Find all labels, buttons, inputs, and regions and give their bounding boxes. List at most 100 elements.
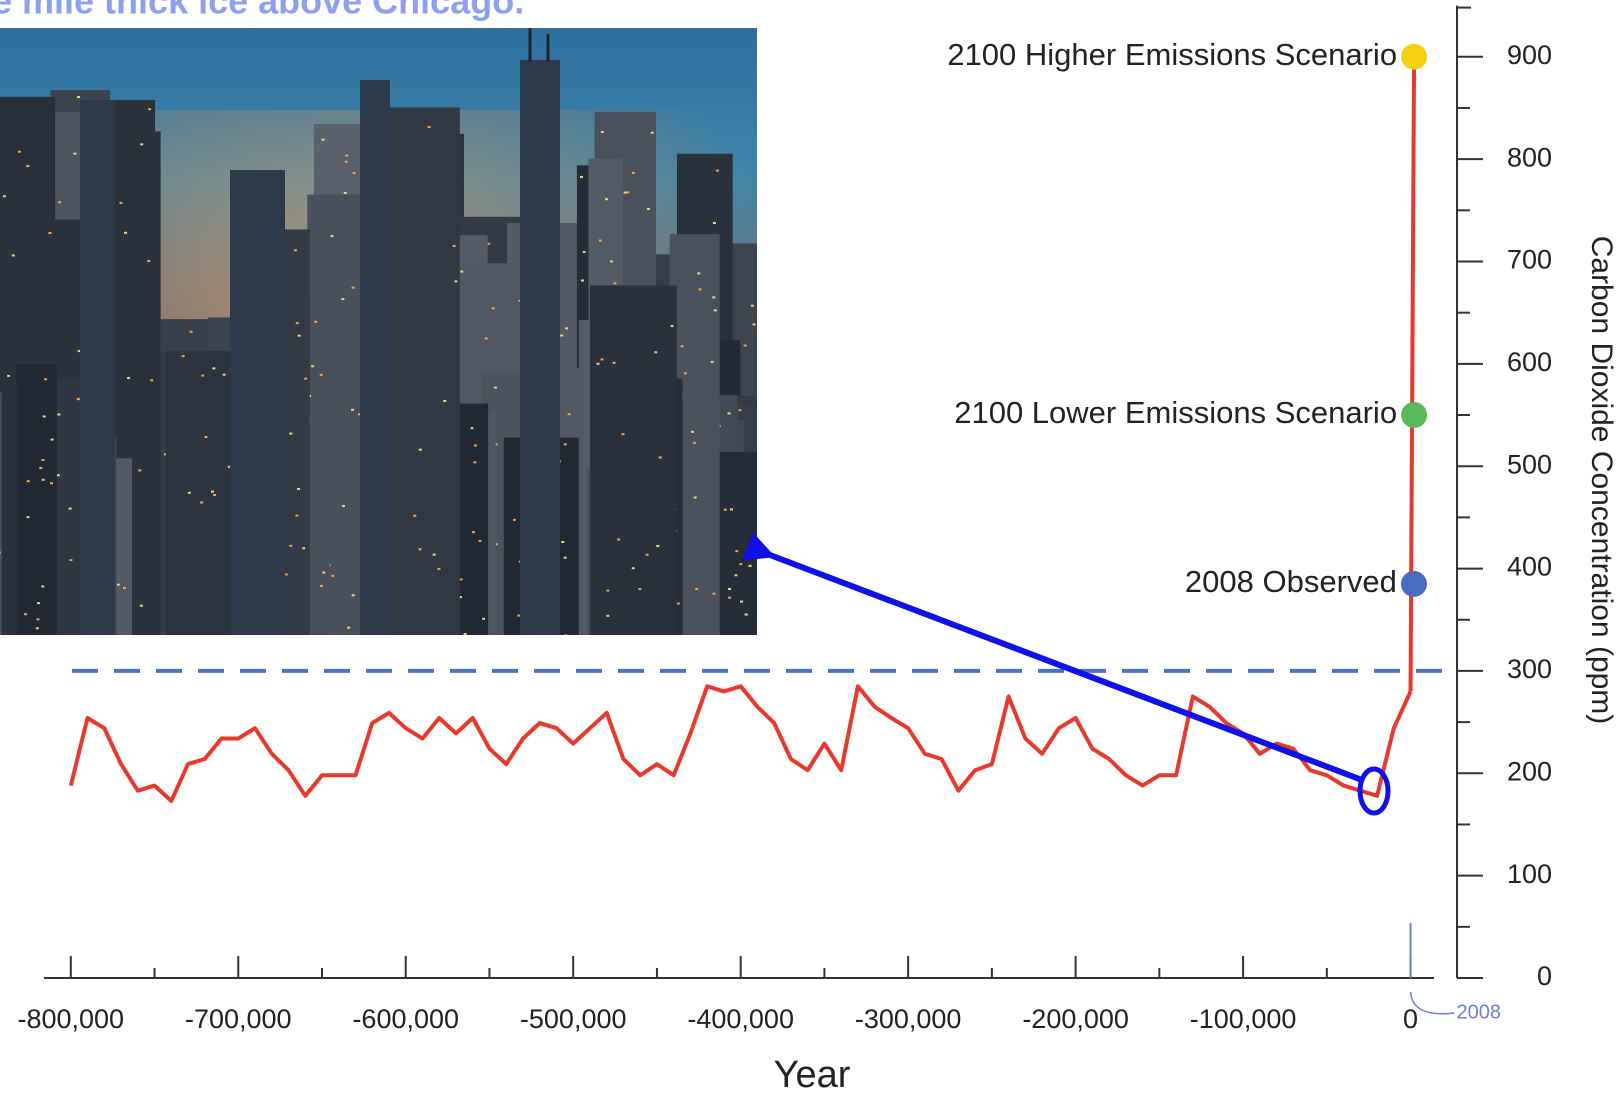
x-tick-label: -600,000	[352, 1004, 459, 1034]
window-light	[712, 592, 716, 595]
window-light	[789, 446, 792, 448]
point-label: 2008 Observed	[1185, 564, 1397, 599]
window-light	[735, 550, 739, 553]
window-light	[582, 250, 586, 253]
window-light	[567, 413, 571, 416]
window-light	[697, 272, 701, 275]
window-light	[41, 585, 45, 588]
window-light	[138, 469, 142, 472]
point-label: 2100 Higher Emissions Scenario	[947, 37, 1397, 72]
window-light	[797, 522, 800, 524]
window-light	[695, 588, 699, 591]
window-light	[715, 637, 718, 639]
y-tick-label: 700	[1507, 245, 1552, 275]
window-light	[683, 372, 687, 375]
window-light	[330, 235, 334, 238]
window-light	[676, 602, 680, 605]
window-light	[308, 637, 311, 639]
window-light	[343, 191, 347, 194]
window-light	[36, 618, 40, 621]
window-light	[776, 249, 779, 251]
tower	[520, 60, 560, 635]
window-light	[777, 498, 780, 500]
building	[16, 364, 57, 635]
window-light	[116, 583, 120, 586]
y-tick-label: 100	[1507, 859, 1552, 889]
window-light	[609, 260, 613, 263]
window-light	[693, 496, 697, 499]
tower	[80, 100, 115, 635]
city-photo	[0, 28, 800, 639]
window-light	[765, 549, 768, 551]
window-light	[712, 296, 716, 299]
window-light	[563, 443, 567, 446]
window-light	[164, 453, 168, 456]
window-light	[759, 524, 762, 526]
window-light	[17, 150, 21, 153]
x-tick-label: -200,000	[1022, 1004, 1129, 1034]
x-tick-label: -300,000	[855, 1004, 962, 1034]
window-light	[289, 432, 293, 435]
y-tick-label: 400	[1507, 552, 1552, 582]
window-light	[148, 108, 152, 111]
window-light	[491, 307, 495, 310]
window-light	[623, 191, 627, 194]
window-light	[284, 573, 288, 576]
window-light	[189, 330, 193, 333]
window-light	[734, 574, 738, 577]
x-tick-label: 0	[1403, 1004, 1418, 1034]
window-light	[560, 334, 564, 337]
window-light	[728, 588, 732, 591]
x-tick-label: -800,000	[17, 1004, 124, 1034]
x-tick-label: -100,000	[1190, 1004, 1297, 1034]
window-light	[478, 539, 482, 542]
window-light	[758, 487, 761, 489]
window-light	[650, 131, 654, 134]
window-light	[713, 309, 717, 312]
window-light	[770, 593, 773, 595]
window-light	[322, 571, 326, 574]
window-light	[212, 367, 216, 370]
window-light	[147, 260, 151, 263]
window-light	[482, 617, 486, 620]
window-light	[512, 518, 516, 521]
window-light	[48, 231, 52, 234]
window-light	[73, 152, 77, 155]
window-light	[58, 201, 62, 204]
window-light	[201, 374, 205, 377]
window-light	[743, 344, 747, 347]
window-light	[213, 494, 217, 496]
window-light	[518, 299, 522, 302]
window-light	[200, 501, 204, 504]
window-light	[617, 538, 621, 541]
window-light	[494, 443, 498, 446]
window-light	[297, 334, 301, 337]
window-light	[680, 345, 684, 348]
window-light	[596, 362, 600, 365]
window-light	[715, 169, 719, 172]
window-light	[342, 504, 346, 507]
window-light	[350, 408, 354, 411]
window-light	[606, 614, 610, 617]
window-light	[565, 327, 569, 330]
window-light	[529, 636, 532, 638]
window-light	[752, 323, 756, 326]
window-light	[122, 587, 126, 590]
y-tick-label: 900	[1507, 40, 1552, 70]
window-light	[631, 171, 635, 174]
window-light	[487, 242, 491, 245]
window-light	[11, 254, 15, 257]
window-light	[210, 490, 214, 493]
x-axis-title: Year	[774, 1054, 851, 1096]
window-light	[297, 487, 301, 490]
window-light	[57, 413, 61, 416]
window-light	[484, 337, 488, 340]
window-light	[42, 415, 46, 418]
window-light	[413, 514, 417, 517]
window-light	[253, 637, 256, 639]
window-light	[517, 614, 521, 617]
window-light	[150, 379, 154, 382]
co2-line	[68, 684, 1413, 803]
window-light	[50, 438, 54, 441]
window-light	[69, 559, 73, 562]
